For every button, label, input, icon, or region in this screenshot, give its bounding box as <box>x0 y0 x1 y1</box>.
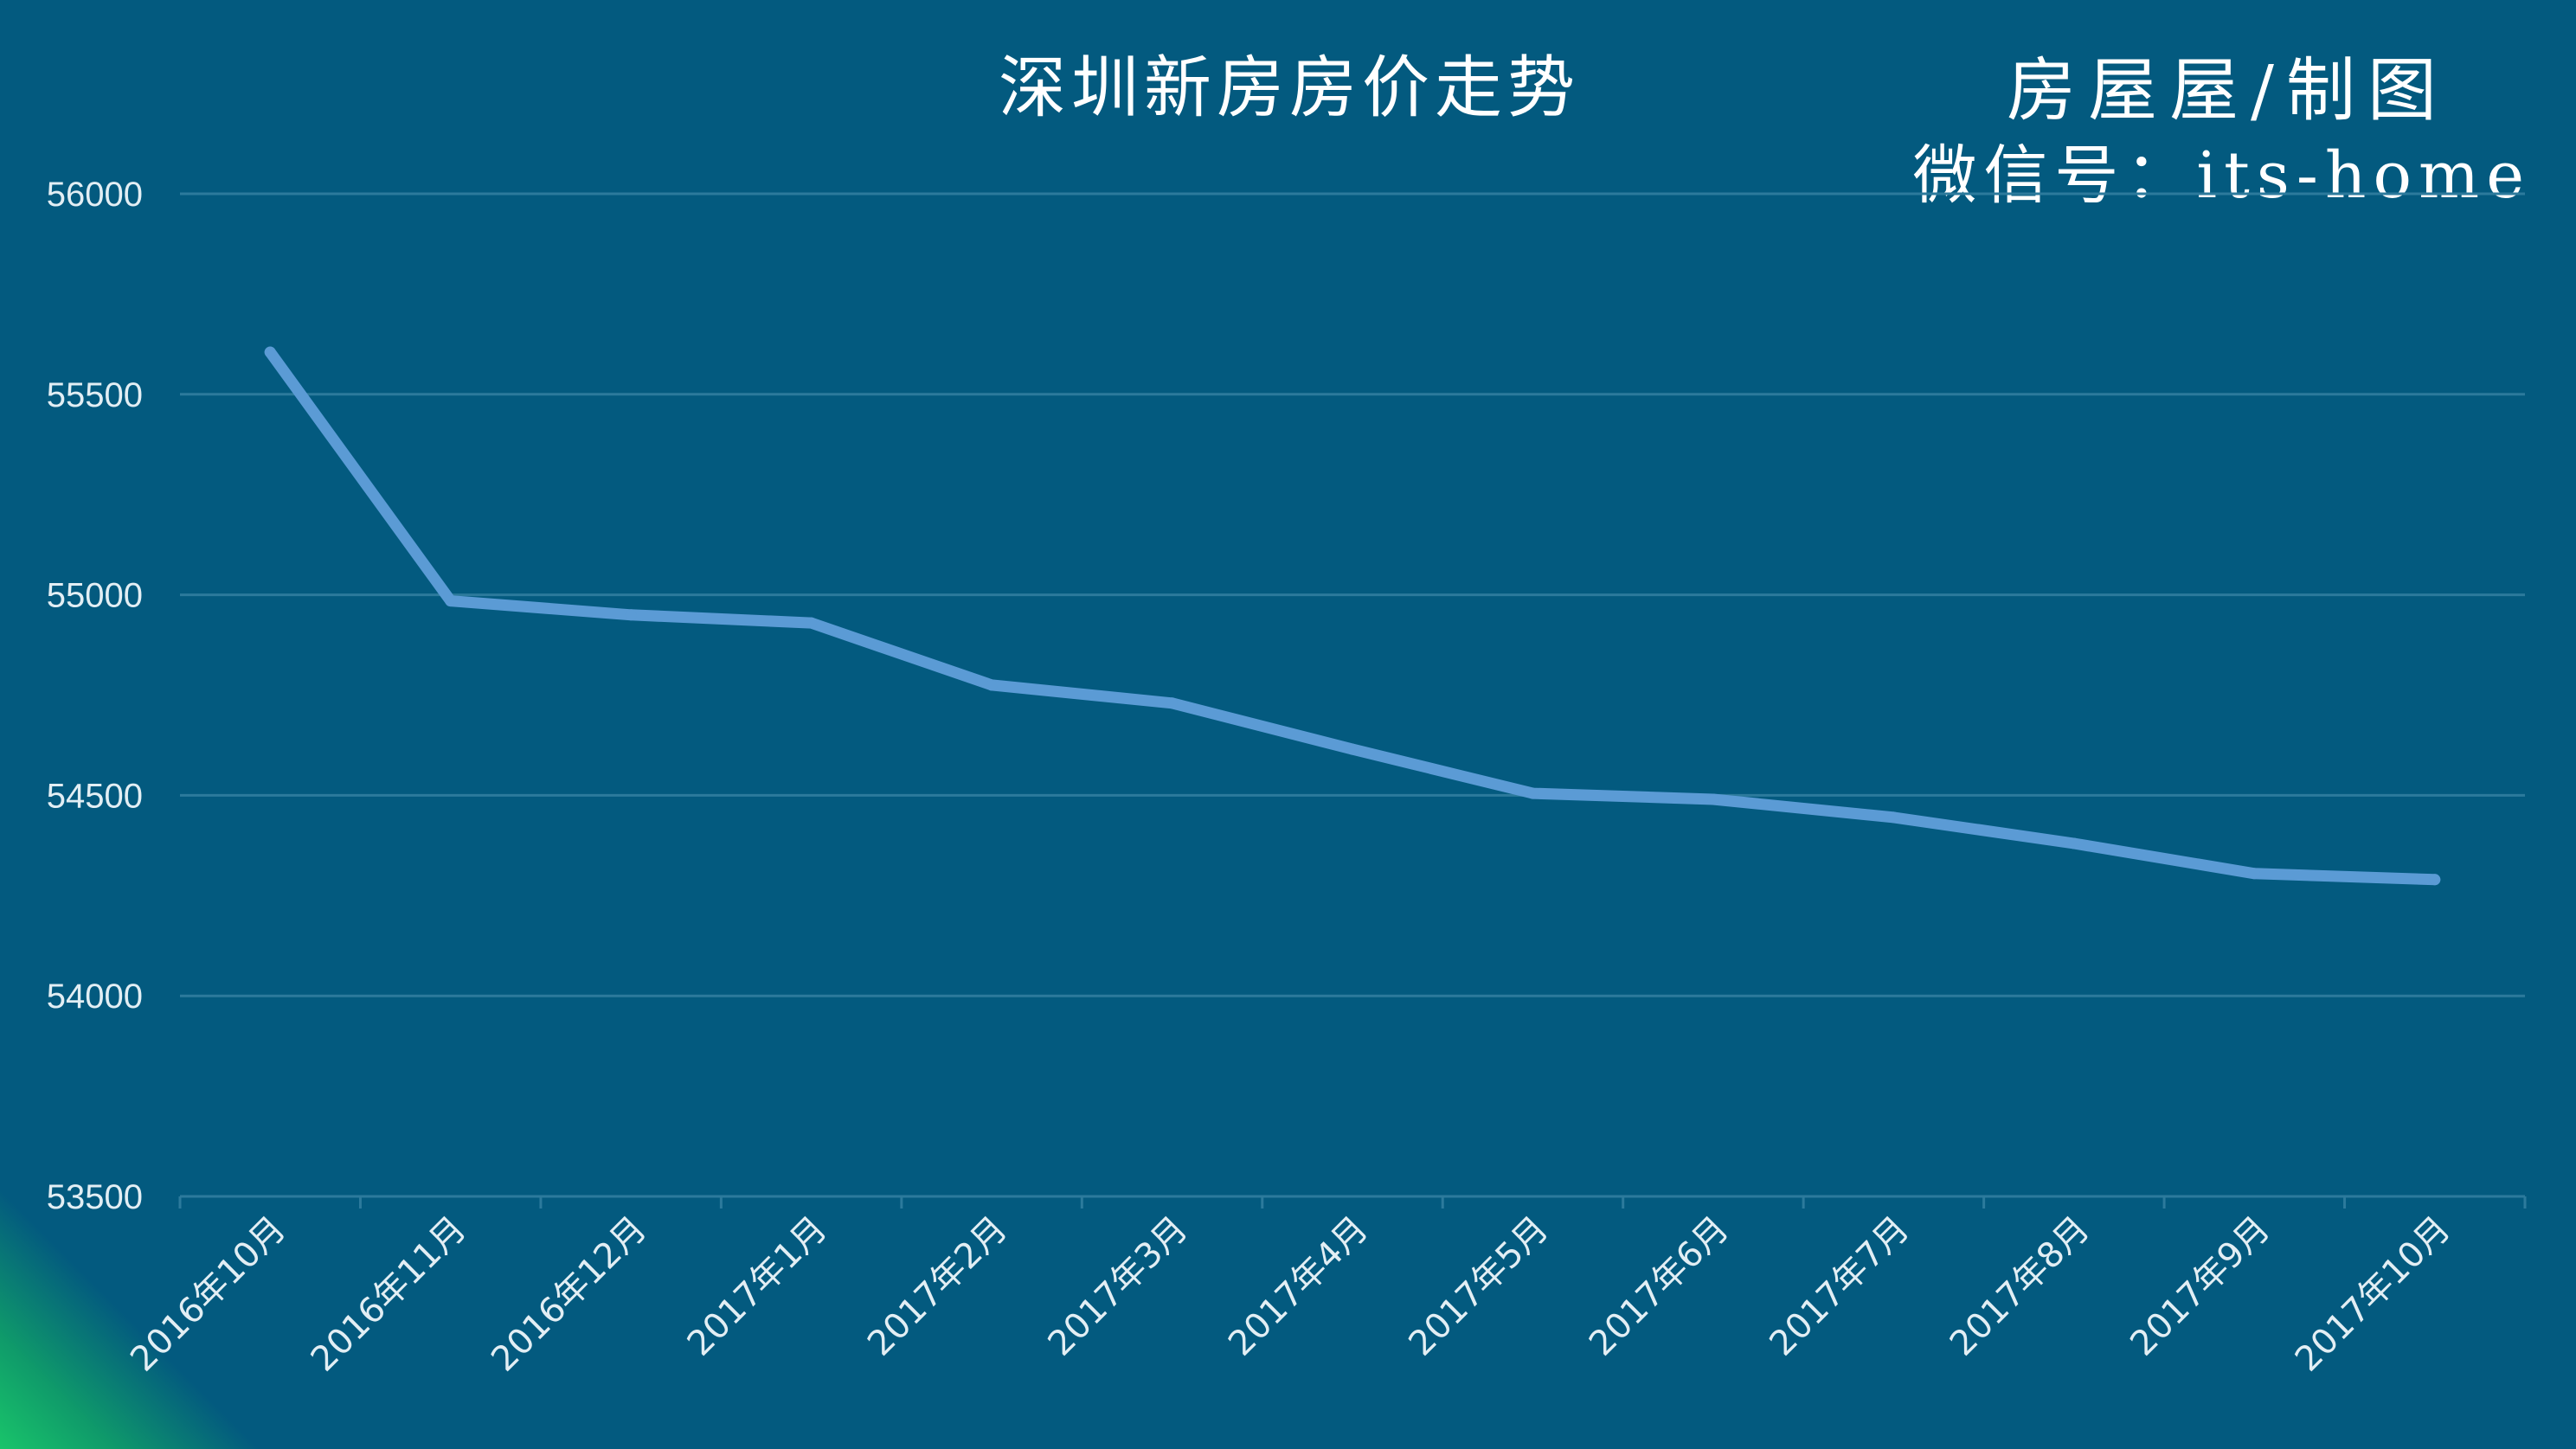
x-tick-label: 2016年12月 <box>484 1209 654 1380</box>
data-point <box>1346 743 1359 755</box>
y-tick-label: 55500 <box>47 376 143 414</box>
x-tick-label: 2017年1月 <box>680 1209 835 1364</box>
credit-line-1: 房屋屋/制图 <box>2007 50 2449 131</box>
credit-line-2: 微信号：its-home <box>1912 138 2531 213</box>
series-line <box>264 346 2441 886</box>
x-tick-label: 2017年5月 <box>1401 1209 1556 1364</box>
x-tick-label: 2016年10月 <box>123 1209 293 1380</box>
data-point <box>1707 793 1719 805</box>
data-point <box>2429 874 2441 886</box>
x-tick-label: 2017年6月 <box>1582 1209 1737 1364</box>
y-tick-label: 55000 <box>47 577 143 615</box>
x-tick-label: 2017年8月 <box>1943 1209 2097 1364</box>
corner-decoration <box>0 1189 260 1449</box>
y-tick-label: 54000 <box>47 978 143 1016</box>
y-tick-label: 53500 <box>47 1178 143 1216</box>
y-tick-label: 54500 <box>47 777 143 815</box>
data-point <box>264 346 276 358</box>
chart-title: 深圳新房房价走势 <box>999 49 1580 127</box>
data-point <box>2248 868 2260 880</box>
y-tick-label: 56000 <box>47 176 143 214</box>
x-tick-label: 2017年4月 <box>1221 1209 1376 1364</box>
data-point <box>445 595 457 607</box>
data-point <box>625 609 637 621</box>
x-tick-label: 2017年10月 <box>2288 1209 2458 1380</box>
x-tick-label: 2017年2月 <box>860 1209 1015 1364</box>
data-point <box>1527 787 1539 799</box>
x-tick-label: 2017年3月 <box>1041 1209 1196 1364</box>
data-point <box>986 679 998 691</box>
x-tick-label: 2016年11月 <box>304 1209 474 1380</box>
data-point <box>2068 837 2080 850</box>
data-point <box>1887 811 1899 824</box>
x-tick-label: 2017年7月 <box>1762 1209 1917 1364</box>
x-tick-label: 2017年9月 <box>2123 1209 2277 1364</box>
data-point <box>806 617 818 629</box>
data-point <box>1166 697 1178 709</box>
